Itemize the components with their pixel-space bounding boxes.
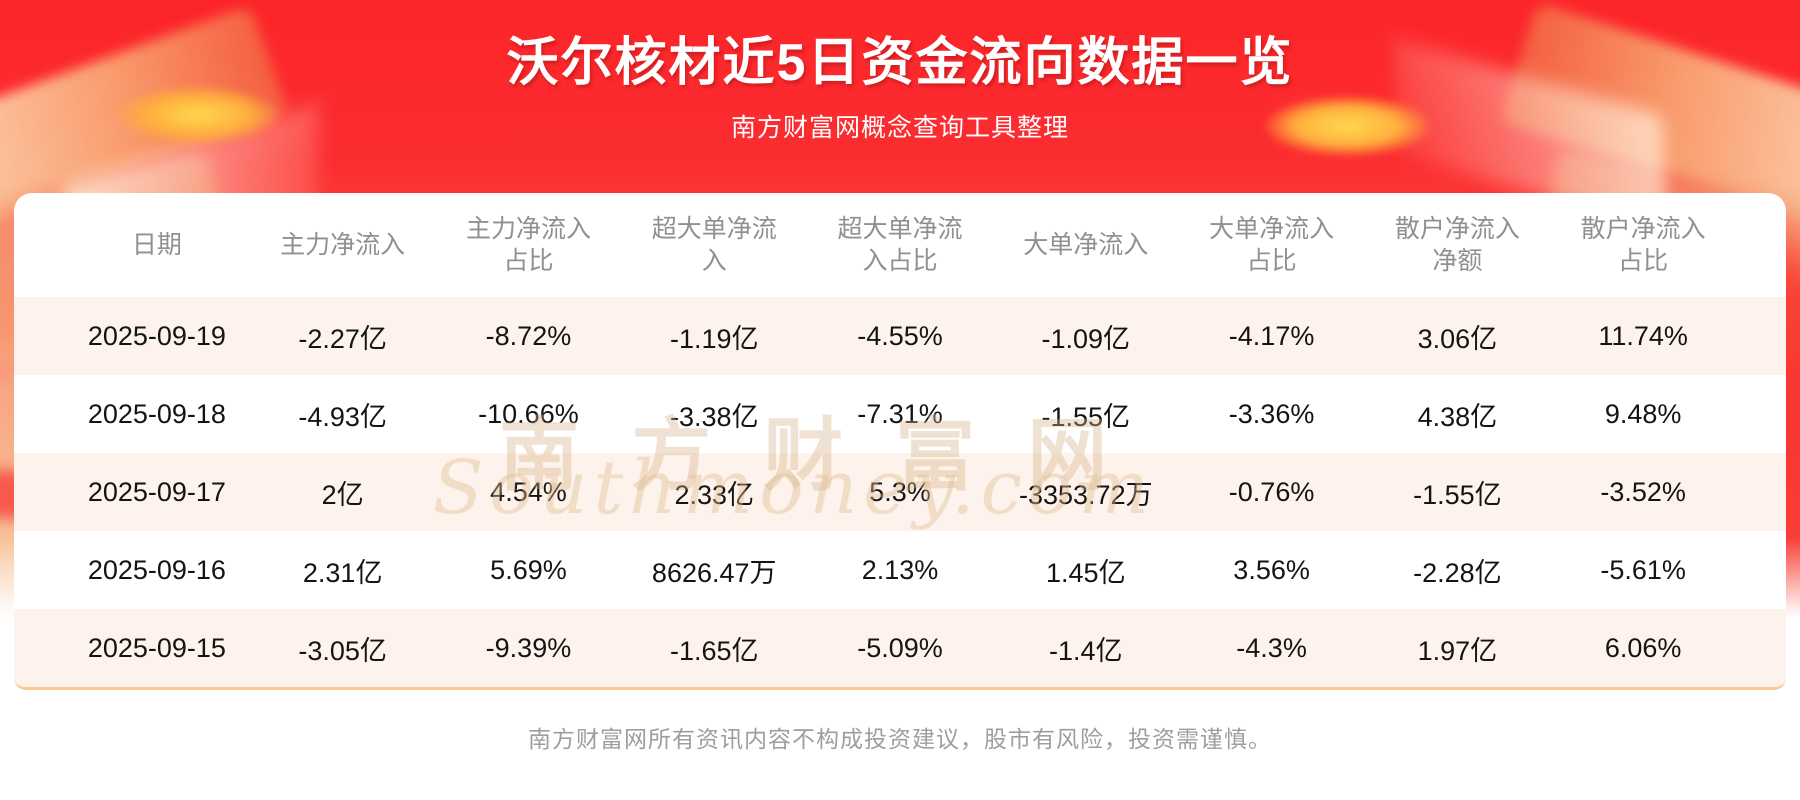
cell-xl-order-net-inflow-pct: -5.09% <box>857 632 943 663</box>
table-row: 2025-09-19 -2.27亿 -8.72% -1.19亿 -4.55% -… <box>14 297 1786 375</box>
cell-xl-order-net-inflow: -1.65亿 <box>669 635 759 666</box>
cell-retail-net-inflow-pct: 9.48% <box>1604 398 1682 429</box>
col-header-date: 日期 <box>64 229 250 262</box>
cell-retail-net-inflow: 3.06亿 <box>1417 323 1498 354</box>
cell-xl-order-net-inflow-pct: 5.3% <box>869 476 931 507</box>
col-header-main-net-inflow-pct: 主力净流入占比 <box>436 213 622 278</box>
cell-date: 2025-09-15 <box>87 632 226 663</box>
cell-xl-order-net-inflow: 2.33亿 <box>674 479 755 510</box>
col-header-label: 散户净流入占比 <box>1580 214 1706 276</box>
cell-large-order-net-inflow-pct: 3.56% <box>1233 554 1310 585</box>
col-header-xl-order-net-inflow: 超大单净流入 <box>621 213 807 278</box>
col-header-label: 散户净流入净额 <box>1394 214 1520 276</box>
cell-xl-order-net-inflow: -3.38亿 <box>669 401 759 432</box>
cell-main-net-inflow: -4.93亿 <box>298 401 387 432</box>
cell-xl-order-net-inflow: 8626.47万 <box>651 557 777 588</box>
cell-xl-order-net-inflow-pct: 2.13% <box>861 554 939 585</box>
col-header-label: 超大单净流入占比 <box>837 214 963 276</box>
cell-main-net-inflow-pct: 4.54% <box>490 476 567 507</box>
col-header-label: 主力净流入占比 <box>465 214 591 276</box>
table-header-row: 日期 主力净流入 主力净流入占比 超大单净流入 超大单净流入占比 大单净流入 大… <box>14 193 1786 297</box>
table-row: 2025-09-15 -3.05亿 -9.39% -1.65亿 -5.09% -… <box>14 609 1786 687</box>
cell-xl-order-net-inflow-pct: -4.55% <box>857 320 943 351</box>
table-row: 2025-09-18 -4.93亿 -10.66% -3.38亿 -7.31% … <box>14 375 1786 453</box>
cell-large-order-net-inflow: -1.4亿 <box>1049 635 1123 666</box>
cell-main-net-inflow-pct: -10.66% <box>478 398 579 429</box>
cell-retail-net-inflow: 1.97亿 <box>1417 635 1498 666</box>
table-row: 2025-09-16 2.31亿 5.69% 8626.47万 2.13% 1.… <box>14 531 1786 609</box>
cell-main-net-inflow-pct: -8.72% <box>485 320 572 351</box>
cell-main-net-inflow-pct: -9.39% <box>485 632 572 663</box>
cell-retail-net-inflow: -1.55亿 <box>1413 479 1502 510</box>
cell-retail-net-inflow-pct: -5.61% <box>1600 554 1686 585</box>
cell-retail-net-inflow: -2.28亿 <box>1413 557 1502 588</box>
cell-retail-net-inflow-pct: 6.06% <box>1604 632 1682 663</box>
cell-date: 2025-09-16 <box>87 554 226 585</box>
col-header-large-order-net-inflow-pct: 大单净流入占比 <box>1179 213 1365 278</box>
fund-flow-table-card: 日期 主力净流入 主力净流入占比 超大单净流入 超大单净流入占比 大单净流入 大… <box>14 193 1786 690</box>
table-row: 2025-09-17 2亿 4.54% 2.33亿 5.3% -3353.72万… <box>14 453 1786 531</box>
cell-large-order-net-inflow-pct: -4.3% <box>1236 632 1307 663</box>
cell-date: 2025-09-17 <box>87 476 226 507</box>
footer-disclaimer: 南方财富网所有资讯内容不构成投资建议，股市有风险，投资需谨慎。 <box>528 726 1272 752</box>
cell-main-net-inflow: -2.27亿 <box>298 323 387 354</box>
cell-main-net-inflow: 2亿 <box>321 479 364 510</box>
cell-date: 2025-09-19 <box>87 320 226 351</box>
col-header-retail-net-inflow: 散户净流入净额 <box>1364 213 1550 278</box>
col-header-xl-order-net-inflow-pct: 超大单净流入占比 <box>807 213 993 278</box>
col-header-large-order-net-inflow: 大单净流入 <box>993 229 1179 262</box>
cell-xl-order-net-inflow: -1.19亿 <box>669 323 759 354</box>
cell-main-net-inflow: -3.05亿 <box>298 635 387 666</box>
col-header-label: 日期 <box>131 230 182 259</box>
cell-retail-net-inflow-pct: 11.74% <box>1598 320 1688 351</box>
col-header-main-net-inflow: 主力净流入 <box>250 229 436 262</box>
page-title: 沃尔核材近5日资金流向数据一览 <box>506 34 1294 92</box>
cell-xl-order-net-inflow-pct: -7.31% <box>857 398 943 429</box>
col-header-label: 主力净流入 <box>280 230 406 259</box>
cell-retail-net-inflow: 4.38亿 <box>1417 401 1498 432</box>
page-subtitle: 南方财富网概念查询工具整理 <box>730 114 1069 142</box>
col-header-label: 超大单净流入 <box>651 214 777 276</box>
cell-large-order-net-inflow: 1.45亿 <box>1046 557 1126 588</box>
cell-large-order-net-inflow: -1.55亿 <box>1041 401 1131 432</box>
cell-date: 2025-09-18 <box>87 398 226 429</box>
cell-main-net-inflow: 2.31亿 <box>302 557 383 588</box>
cell-large-order-net-inflow-pct: -4.17% <box>1228 320 1315 351</box>
col-header-label: 大单净流入 <box>1023 230 1149 259</box>
cell-large-order-net-inflow-pct: -3.36% <box>1228 398 1315 429</box>
cell-large-order-net-inflow: -3353.72万 <box>1019 479 1153 510</box>
cell-large-order-net-inflow: -1.09亿 <box>1041 323 1131 354</box>
col-header-retail-net-inflow-pct: 散户净流入占比 <box>1550 213 1736 278</box>
col-header-label: 大单净流入占比 <box>1209 214 1335 276</box>
cell-main-net-inflow-pct: 5.69% <box>490 554 567 585</box>
cell-large-order-net-inflow-pct: -0.76% <box>1228 476 1315 507</box>
cell-retail-net-inflow-pct: -3.52% <box>1600 476 1686 507</box>
